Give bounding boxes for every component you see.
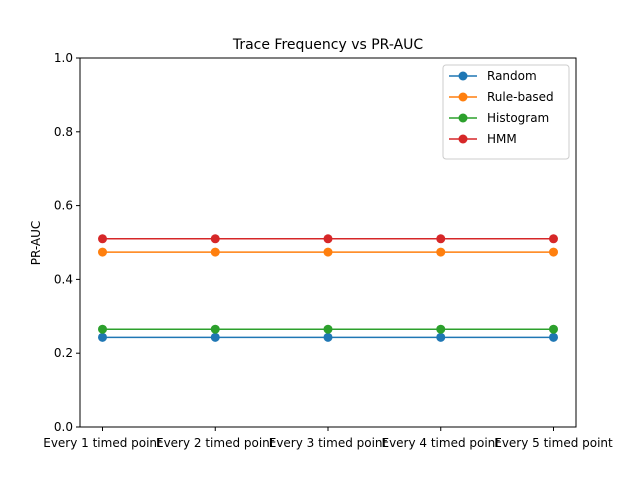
- legend-marker-2: [458, 113, 468, 123]
- y-tick-label-4: 0.8: [54, 125, 73, 139]
- series-3-point-1: [210, 234, 220, 244]
- series-3-point-3: [436, 234, 446, 244]
- series-1-point-2: [323, 247, 333, 257]
- chart-title: Trace Frequency vs PR-AUC: [232, 37, 424, 53]
- series-2-point-3: [436, 324, 446, 334]
- series-2-point-1: [210, 324, 220, 334]
- y-tick-label-3: 0.6: [54, 199, 73, 213]
- series-1-point-4: [549, 247, 558, 257]
- y-tick-label-0: 0.0: [54, 420, 73, 434]
- series-0-point-1: [210, 332, 220, 342]
- series-0-point-4: [549, 332, 558, 342]
- legend-label-3: HMM: [487, 132, 517, 146]
- y-axis-label: PR-AUC: [29, 221, 43, 266]
- legend-box: [442, 64, 570, 160]
- series-1-point-0: [98, 247, 107, 257]
- legend-label-0: Random: [487, 69, 537, 83]
- legend: Random Rule-based Histogram HMM: [442, 64, 570, 160]
- series-3-point-2: [323, 234, 333, 244]
- series-0-point-3: [436, 332, 446, 342]
- series-1-point-1: [210, 247, 220, 257]
- series-1-point-3: [436, 247, 446, 257]
- x-tick-label-0: Every 1 timed point: [43, 436, 162, 450]
- x-tick-label-3: Every 4 timed point: [381, 436, 500, 450]
- x-tick-label-2: Every 3 timed point: [269, 436, 388, 450]
- series-2-point-2: [323, 324, 333, 334]
- series-2-point-4: [549, 324, 558, 334]
- series-0-point-0: [98, 332, 107, 342]
- x-tick-label-4: Every 5 timed point: [494, 436, 613, 450]
- legend-label-1: Rule-based: [487, 90, 554, 104]
- series-2-point-0: [98, 324, 107, 334]
- legend-label-2: Histogram: [487, 111, 549, 125]
- plot-area: [98, 234, 558, 342]
- y-tick-label-1: 0.2: [54, 346, 73, 360]
- legend-marker-3: [458, 134, 468, 144]
- y-tick-label-5: 1.0: [54, 51, 73, 65]
- legend-marker-1: [458, 92, 468, 102]
- series-3-point-4: [549, 234, 558, 244]
- series-3-point-0: [98, 234, 107, 244]
- y-tick-label-2: 0.4: [54, 272, 73, 286]
- series-0-point-2: [323, 332, 333, 342]
- legend-marker-0: [458, 71, 468, 81]
- x-tick-label-1: Every 2 timed point: [156, 436, 275, 450]
